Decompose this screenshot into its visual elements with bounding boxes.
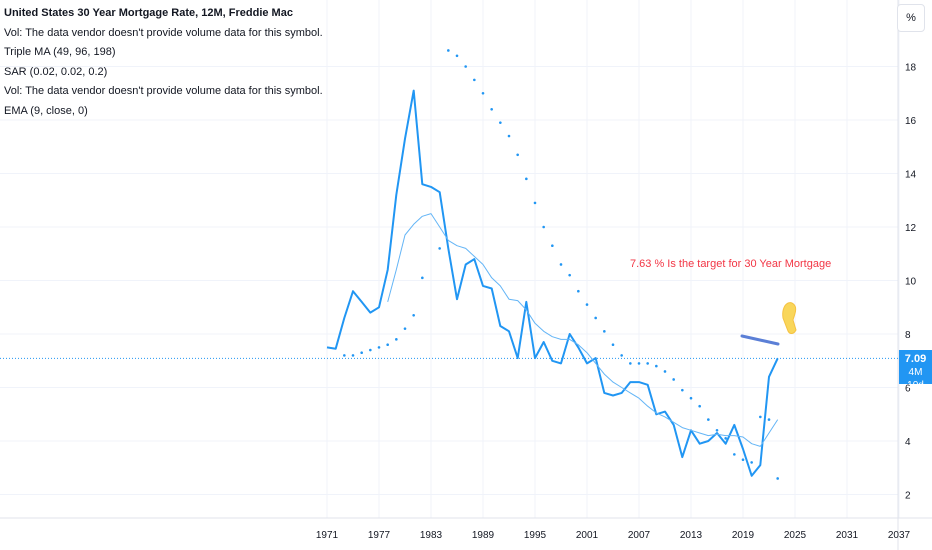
x-tick-label: 2019 — [732, 530, 755, 541]
y-tick-label: 6 — [905, 384, 911, 395]
sar-point — [395, 338, 398, 341]
sar-point — [629, 362, 632, 365]
sar-point — [733, 453, 736, 456]
sar-point — [577, 289, 580, 293]
sar-point — [447, 49, 450, 52]
y-axis: 2 4 6 8 10 12 14 16 18 — [897, 0, 917, 550]
sar-point — [412, 313, 415, 317]
triple-ma-line — [387, 213, 779, 447]
x-tick-label: 2037 — [888, 530, 911, 541]
sar-point — [611, 343, 615, 347]
y-tick-label: 16 — [905, 116, 917, 127]
series-layer — [326, 49, 779, 480]
y-tick-label: 10 — [905, 277, 917, 288]
symbol-title[interactable]: United States 30 Year Mortgage Rate, 12M… — [4, 7, 293, 19]
volume-indicator-1[interactable]: Vol: The data vendor doesn't provide vol… — [4, 26, 323, 39]
sar-point — [776, 477, 779, 480]
sar-point — [707, 418, 710, 421]
grid-lines — [0, 0, 900, 518]
sar-point — [603, 330, 606, 333]
y-tick-label: 18 — [905, 63, 917, 74]
sar-point — [759, 415, 762, 419]
sar-point — [681, 388, 684, 392]
sar-point — [542, 225, 545, 229]
sar-point — [507, 134, 511, 138]
sar-point — [360, 351, 363, 355]
sar-point — [455, 54, 459, 58]
sar-point — [620, 354, 623, 357]
sar-dots — [343, 49, 779, 480]
sar-point — [343, 354, 346, 357]
sar-point — [724, 437, 727, 440]
sar-point — [689, 396, 693, 400]
chart-annotation-text[interactable]: 7.63 % Is the target for 30 Year Mortgag… — [630, 258, 832, 270]
triple-ma-indicator[interactable]: Triple MA (49, 96, 198) — [4, 46, 116, 58]
sar-point — [767, 418, 771, 421]
sar-point — [559, 263, 563, 266]
y-tick-label: 8 — [905, 330, 911, 341]
sar-point — [481, 91, 485, 95]
sar-point — [403, 327, 407, 330]
sar-point — [655, 364, 658, 368]
volume-indicator-2[interactable]: Vol: The data vendor doesn't provide vol… — [4, 85, 323, 97]
sar-point — [386, 343, 389, 347]
sar-point — [663, 370, 667, 373]
x-tick-label: 1995 — [524, 530, 547, 541]
x-tick-label: 2031 — [836, 530, 859, 541]
sar-point — [750, 461, 753, 464]
sar-point — [377, 346, 381, 349]
sar-point — [473, 78, 476, 82]
sar-point — [715, 429, 719, 432]
x-tick-label: 2007 — [628, 530, 651, 541]
sar-point — [568, 273, 571, 277]
sar-point — [741, 458, 745, 462]
chart-legend: United States 30 Year Mortgage Rate, 12M… — [4, 4, 323, 121]
sar-point — [499, 121, 502, 124]
y-tick-label: 2 — [905, 491, 911, 502]
sar-point — [698, 404, 701, 408]
bar-countdown: 4M 10d — [907, 367, 924, 391]
sar-point — [464, 65, 467, 68]
current-price-tag: 7.09 4M 10d — [899, 350, 932, 391]
x-tick-label: 1977 — [368, 530, 391, 541]
hand-pointer-icon — [782, 302, 797, 334]
sar-point — [369, 348, 372, 352]
sar-point — [594, 316, 597, 320]
y-tick-label: 12 — [905, 223, 917, 234]
y-tick-label: 14 — [905, 170, 917, 181]
drawn-trend-line[interactable] — [740, 334, 780, 346]
x-tick-label: 1983 — [420, 530, 443, 541]
x-tick-label: 2001 — [576, 530, 599, 541]
sar-indicator[interactable]: SAR (0.02, 0.02, 0.2) — [4, 65, 108, 78]
percent-scale-button[interactable]: % — [897, 4, 925, 32]
mortgage-rate-line — [326, 89, 779, 477]
sar-point — [585, 303, 589, 306]
sar-point — [637, 362, 641, 365]
current-price-value: 7.09 — [904, 353, 927, 365]
sar-point — [516, 153, 519, 157]
sar-point — [490, 108, 493, 111]
x-tick-label: 2025 — [784, 530, 807, 541]
x-axis: 1971 1977 1983 1989 1995 2001 2007 2013 2019 2025… — [0, 517, 932, 541]
y-tick-label: 4 — [905, 437, 911, 448]
x-tick-label: 1989 — [472, 530, 495, 541]
sar-point — [533, 201, 537, 205]
sar-point — [646, 362, 649, 365]
sar-point — [551, 244, 554, 248]
sar-point — [672, 378, 675, 381]
x-tick-label: 1971 — [316, 530, 339, 541]
sar-point — [438, 247, 441, 250]
x-tick-label: 2013 — [680, 530, 703, 541]
sar-point — [525, 177, 528, 181]
sar-point — [351, 354, 355, 357]
ema-indicator[interactable]: EMA (9, close, 0) — [4, 104, 88, 117]
sar-point — [421, 276, 424, 280]
